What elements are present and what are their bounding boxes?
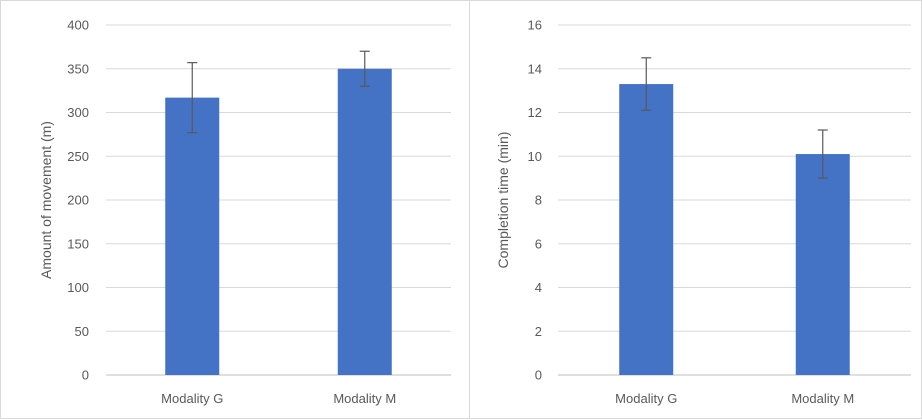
movement-bar-chart: 0 50 100 150 200 250 300 350 400 Modality G Modali… <box>38 18 451 406</box>
y-tick-label: 4 <box>535 280 542 295</box>
y-tick-label: 10 <box>528 149 542 164</box>
y-tick-label: 8 <box>535 193 542 208</box>
x-category-label: Modality G <box>615 391 677 406</box>
y-tick-label: 300 <box>67 105 89 120</box>
chart-panel-movement: 0 50 100 150 200 250 300 350 400 Modality G Modali… <box>0 0 470 419</box>
x-category-label: Modality M <box>791 391 854 406</box>
bar-modality-g <box>165 97 220 375</box>
y-axis-title: Completion time (min) <box>495 132 511 269</box>
completion-time-bar-chart: 0 2 4 6 8 10 12 14 16 Modality G Modality M Complet… <box>495 18 911 406</box>
y-tick-label: 14 <box>528 61 542 76</box>
x-category-label: Modality M <box>333 391 396 406</box>
y-tick-label: 6 <box>535 236 542 251</box>
y-tick-label: 12 <box>528 105 542 120</box>
y-tick-label: 0 <box>535 368 542 383</box>
y-tick-label: 50 <box>75 324 89 339</box>
x-category-label: Modality G <box>161 391 223 406</box>
y-tick-label: 400 <box>67 18 89 33</box>
y-tick-label: 100 <box>67 280 89 295</box>
error-bar <box>641 57 652 111</box>
chart-panel-completion-time: 0 2 4 6 8 10 12 14 16 Modality G Modality M Complet… <box>469 0 922 419</box>
y-tick-label: 350 <box>67 61 89 76</box>
y-tick-label: 250 <box>67 149 89 164</box>
bar-modality-m <box>337 68 392 375</box>
y-tick-label: 16 <box>528 18 542 33</box>
y-tick-label: 150 <box>67 236 89 251</box>
bar-modality-g <box>619 84 674 375</box>
error-bar <box>187 62 198 134</box>
bar-modality-m <box>795 154 850 375</box>
y-tick-label: 0 <box>82 368 89 383</box>
y-axis-title: Amount of movement (m) <box>38 121 54 279</box>
error-bar <box>817 129 828 179</box>
y-tick-label: 200 <box>67 193 89 208</box>
error-bar <box>359 50 370 87</box>
y-tick-label: 2 <box>535 324 542 339</box>
